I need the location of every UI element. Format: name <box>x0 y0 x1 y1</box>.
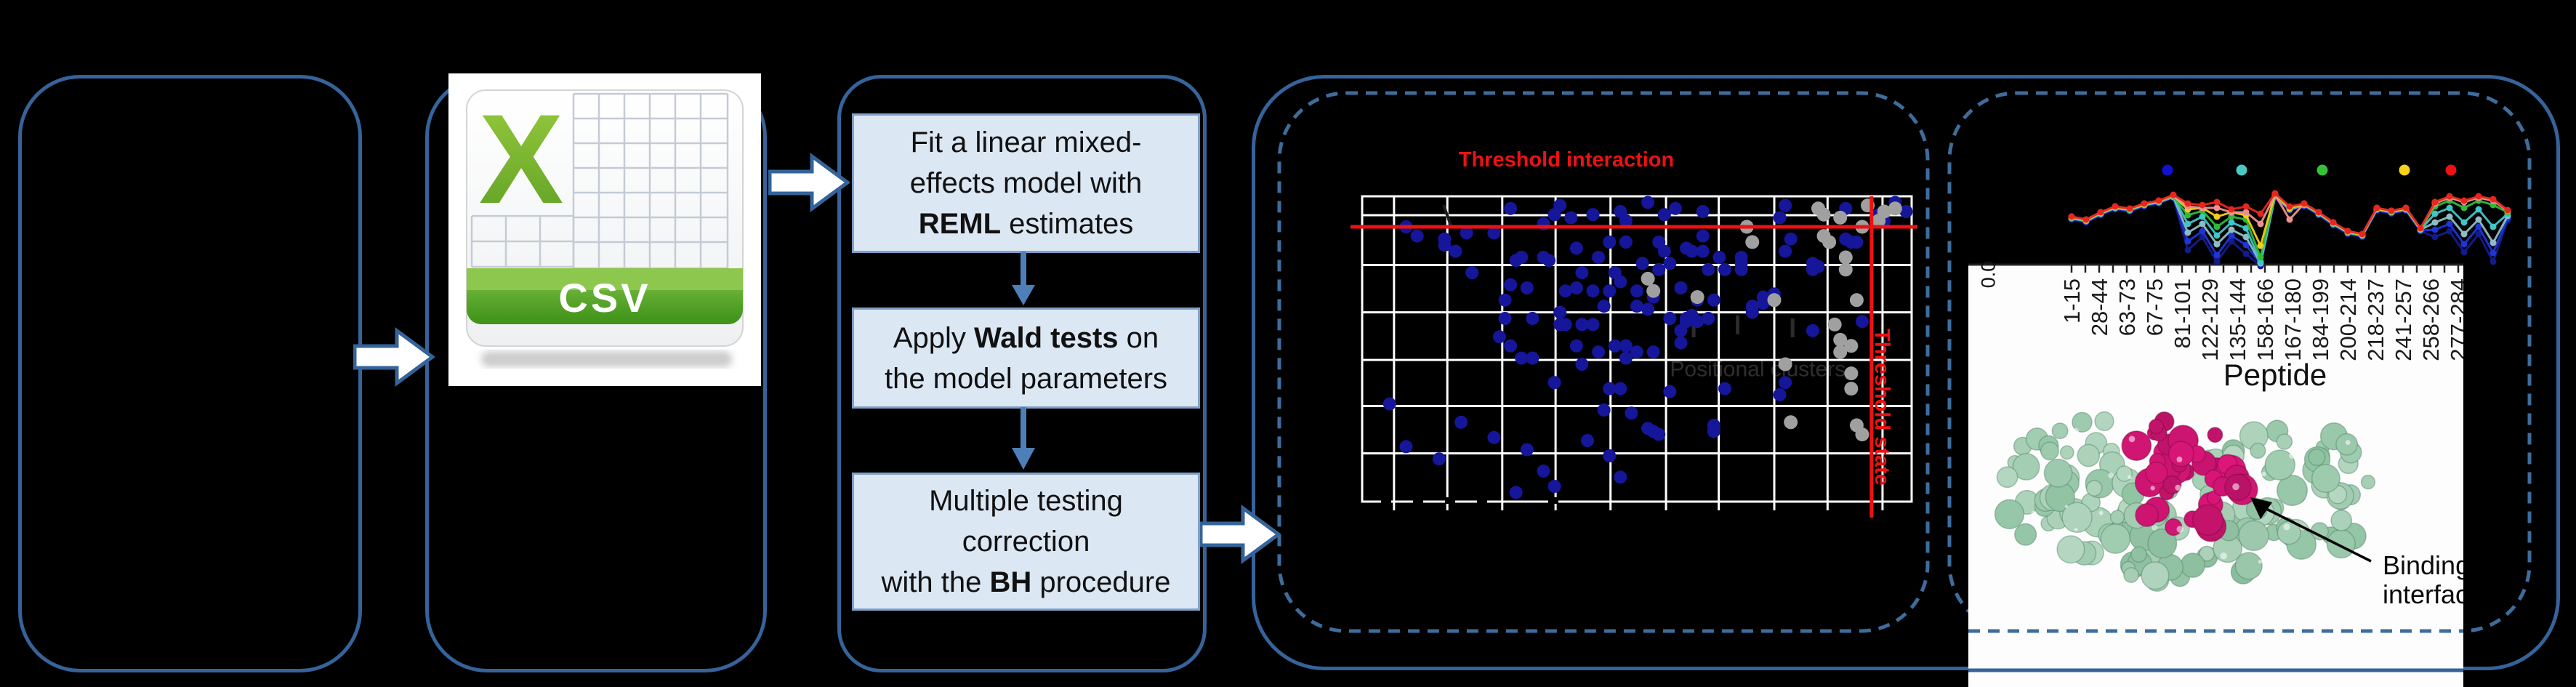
binding-interface-label: Binding interface <box>2383 551 2463 609</box>
excel-x-glyph: X <box>479 89 564 230</box>
csv-icon-shadow <box>481 351 732 367</box>
svg-text:135-144: 135-144 <box>2225 278 2250 361</box>
svg-text:81-101: 81-101 <box>2170 278 2195 349</box>
svg-text:258-266: 258-266 <box>2418 278 2444 361</box>
csv-file-icon: X CSV <box>448 73 761 386</box>
svg-text:167-180: 167-180 <box>2280 278 2306 361</box>
step-fit-model: Fit a linear mixed-effects model with REM… <box>852 113 1200 253</box>
svg-text:184-199: 184-199 <box>2308 278 2333 361</box>
svg-text:67-75: 67-75 <box>2142 278 2168 336</box>
svg-text:28-44: 28-44 <box>2087 278 2112 336</box>
threshold-scatter-plot: Positional clusters <box>1351 195 1917 518</box>
peptide-axis-label: Peptide <box>2223 358 2327 392</box>
step-wald-tests: Apply Wald tests on the model parameters <box>852 308 1200 409</box>
svg-text:218-237: 218-237 <box>2363 278 2388 361</box>
results-outer-panel <box>1252 75 2560 670</box>
spreadsheet-grid <box>470 92 729 270</box>
step-bh-correction: Multiple testing correction with the BH pr… <box>852 473 1200 611</box>
statistics-pipeline-panel <box>837 75 1207 672</box>
y-axis-tick-label: 0.0 <box>1977 260 2000 289</box>
flow-arrow-3 <box>1199 505 1281 564</box>
threshold-interaction-label: Threshold interaction <box>1458 148 1675 172</box>
svg-text:63-73: 63-73 <box>2114 278 2140 336</box>
svg-text:200-214: 200-214 <box>2335 278 2361 361</box>
svg-text:Positional clusters: Positional clusters <box>1670 357 1846 381</box>
binding-interface-line1: Binding <box>2383 551 2463 580</box>
csv-label: CSV <box>558 275 651 321</box>
svg-text:241-257: 241-257 <box>2391 278 2416 361</box>
svg-text:1-15: 1-15 <box>2059 278 2085 324</box>
svg-text:158-166: 158-166 <box>2253 278 2278 361</box>
svg-text:122-129: 122-129 <box>2197 278 2223 361</box>
down-arrow-2 <box>1012 407 1035 470</box>
down-arrow-1 <box>1012 252 1035 305</box>
flow-arrow-1 <box>353 327 435 387</box>
threshold-state-label: Threshold state <box>1870 329 1893 486</box>
interaction-dashed-panel <box>1277 91 1930 633</box>
flow-arrow-2 <box>768 153 850 212</box>
input-data-panel <box>18 75 362 672</box>
binding-interface-line2: interface <box>2383 579 2463 609</box>
svg-text:277-284: 277-284 <box>2446 278 2471 361</box>
uptake-chart-and-protein: 1-15 28-44 63-73 67-75 81-101 122-129 135-144 1… <box>1968 164 2511 687</box>
